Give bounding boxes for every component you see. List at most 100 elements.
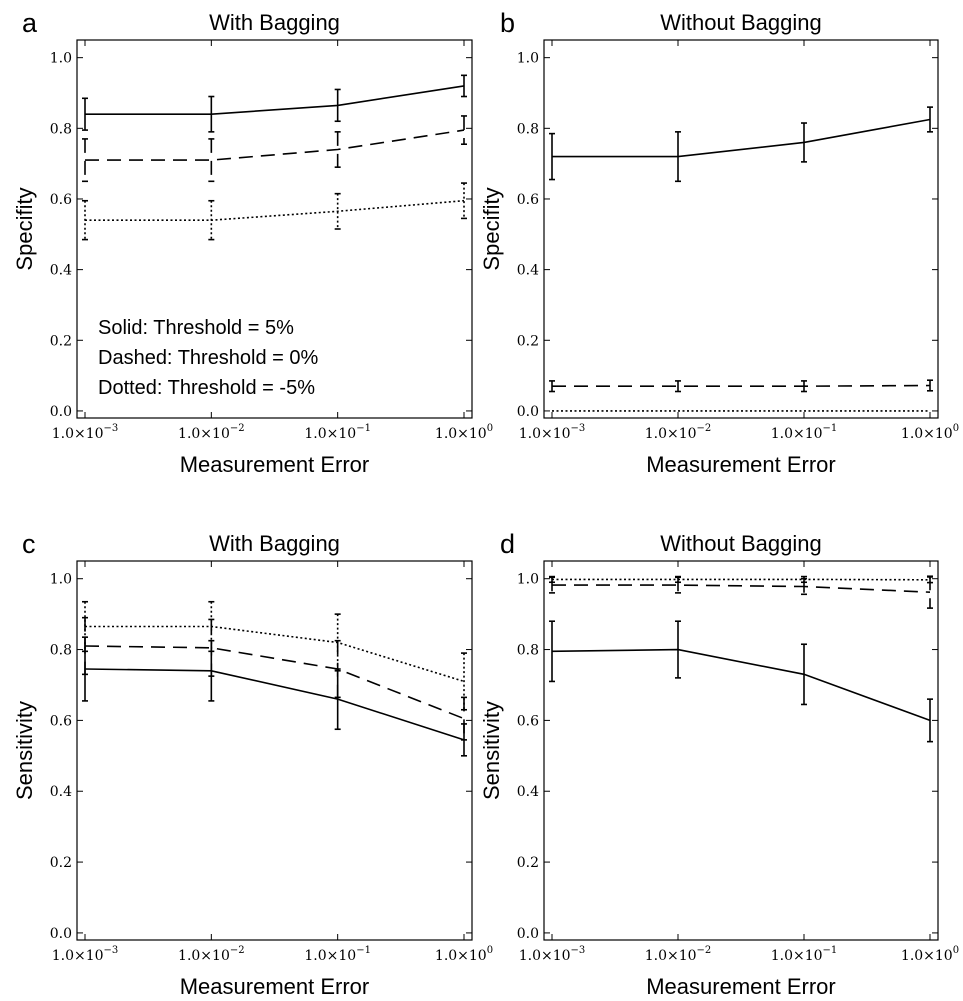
error-bar bbox=[801, 643, 807, 706]
error-bar bbox=[927, 379, 933, 392]
x-tick-label: 1.0×10−1 bbox=[771, 423, 838, 442]
y-tick-label: 1.0 bbox=[50, 572, 72, 588]
y-tick-label: 0.2 bbox=[50, 333, 72, 349]
error-bar bbox=[82, 600, 88, 653]
error-bar bbox=[675, 620, 681, 679]
error-bar bbox=[927, 698, 933, 743]
error-bar bbox=[927, 576, 933, 584]
error-bar bbox=[82, 138, 88, 183]
error-bar bbox=[334, 131, 341, 168]
x-tick-label: 1.0×10−3 bbox=[519, 945, 586, 964]
y-tick-label: 0.8 bbox=[50, 121, 72, 137]
y-tick-label: 0.6 bbox=[517, 713, 539, 729]
error-bar bbox=[549, 132, 555, 181]
y-tick-label: 0.4 bbox=[517, 263, 539, 279]
y-tick-label: 0.4 bbox=[50, 263, 72, 279]
error-bar bbox=[461, 652, 467, 711]
error-bar bbox=[675, 380, 681, 393]
y-tick-label: 0.4 bbox=[517, 784, 539, 800]
plot-frame bbox=[543, 560, 939, 941]
error-bar bbox=[549, 575, 555, 584]
error-bar bbox=[208, 199, 215, 241]
series-line-solid bbox=[552, 118, 931, 158]
y-tick-label: 0.0 bbox=[50, 404, 72, 420]
series-line-dashed bbox=[552, 584, 931, 593]
error-bar bbox=[82, 199, 88, 241]
series-solid bbox=[549, 620, 933, 743]
panel-letter: b bbox=[500, 8, 515, 38]
plot-frame bbox=[543, 39, 939, 419]
series-dashed bbox=[549, 575, 933, 609]
y-tick-label: 0.8 bbox=[50, 643, 72, 659]
y-tick-label: 0.0 bbox=[517, 404, 539, 420]
error-bar bbox=[208, 600, 215, 653]
series-line-dashed bbox=[85, 129, 465, 161]
plot-frame bbox=[76, 560, 473, 941]
panel-title: With Bagging bbox=[209, 531, 340, 556]
error-bar bbox=[334, 613, 341, 672]
y-axis-label: Sensitivity bbox=[479, 701, 504, 800]
y-tick-label: 0.6 bbox=[50, 192, 72, 208]
panel-title: Without Bagging bbox=[660, 10, 821, 35]
y-tick-label: 1.0 bbox=[517, 572, 539, 588]
y-tick-label: 0.2 bbox=[517, 855, 539, 871]
x-axis-label: Measurement Error bbox=[646, 452, 836, 477]
panel-letter: d bbox=[500, 529, 515, 559]
y-tick-label: 1.0 bbox=[50, 51, 72, 67]
series-line-dotted bbox=[85, 625, 465, 683]
panel-letter: a bbox=[22, 8, 38, 38]
error-bar bbox=[801, 575, 807, 584]
error-bar bbox=[801, 380, 807, 393]
panel-title: Without Bagging bbox=[660, 531, 821, 556]
y-tick-label: 0.6 bbox=[50, 713, 72, 729]
x-tick-label: 1.0×100 bbox=[435, 945, 493, 964]
series-dotted bbox=[82, 182, 467, 241]
panel-c: c With Bagging 0.0 0.2 0.4 0.6 0.8 1.0 1.0×10−3 1… bbox=[12, 529, 493, 999]
y-tick-label: 0.8 bbox=[517, 643, 539, 659]
x-tick-label: 1.0×10−2 bbox=[645, 945, 712, 964]
x-axis-label: Measurement Error bbox=[180, 452, 370, 477]
error-bar bbox=[549, 380, 555, 393]
panel-letter: c bbox=[22, 529, 36, 559]
plot-frame bbox=[76, 39, 473, 419]
y-tick-label: 0.2 bbox=[517, 333, 539, 349]
y-axis-label: Specifity bbox=[12, 187, 37, 270]
error-bar bbox=[549, 620, 555, 683]
series-line-solid bbox=[551, 648, 931, 722]
error-bar bbox=[208, 95, 215, 133]
x-tick-label: 1.0×100 bbox=[901, 423, 959, 442]
y-axis-label: Sensitivity bbox=[12, 701, 37, 800]
error-bar bbox=[334, 192, 341, 230]
series-line-solid bbox=[85, 85, 465, 115]
y-tick-label: 1.0 bbox=[517, 51, 539, 67]
series-line-solid bbox=[84, 668, 465, 741]
panel-a: a With Bagging 0.0 0.2 0.4 0.6 0.8 1.0 1.0×10−3 1… bbox=[12, 8, 493, 477]
y-tick-label: 0.8 bbox=[517, 121, 539, 137]
x-tick-label: 1.0×100 bbox=[435, 423, 493, 442]
error-bar bbox=[675, 575, 681, 584]
series-line-dotted bbox=[85, 199, 465, 221]
y-tick-label: 0.0 bbox=[50, 926, 72, 942]
panel-b: b Without Bagging 0.0 0.2 0.4 0.6 0.8 1.0 1.0×10… bbox=[479, 8, 959, 477]
x-tick-label: 1.0×10−2 bbox=[178, 423, 245, 442]
legend-line: Solid: Threshold = 5% bbox=[98, 317, 294, 339]
error-bar bbox=[675, 131, 681, 183]
series-dotted bbox=[549, 575, 933, 584]
error-bar bbox=[208, 138, 215, 183]
error-bar bbox=[461, 182, 467, 220]
series-line-dashed bbox=[552, 384, 931, 388]
x-tick-label: 1.0×10−1 bbox=[304, 423, 371, 442]
error-bar bbox=[461, 74, 467, 98]
y-tick-label: 0.6 bbox=[517, 192, 539, 208]
series-dashed bbox=[82, 115, 467, 183]
x-tick-label: 1.0×10−3 bbox=[519, 423, 586, 442]
error-bar bbox=[927, 106, 933, 133]
y-tick-label: 0.4 bbox=[50, 784, 72, 800]
x-tick-label: 1.0×100 bbox=[901, 945, 959, 964]
series-solid bbox=[549, 106, 933, 183]
series-dashed bbox=[549, 379, 933, 393]
x-tick-label: 1.0×10−3 bbox=[52, 945, 119, 964]
series-solid bbox=[82, 74, 467, 133]
legend-line: Dashed: Threshold = 0% bbox=[98, 347, 319, 369]
